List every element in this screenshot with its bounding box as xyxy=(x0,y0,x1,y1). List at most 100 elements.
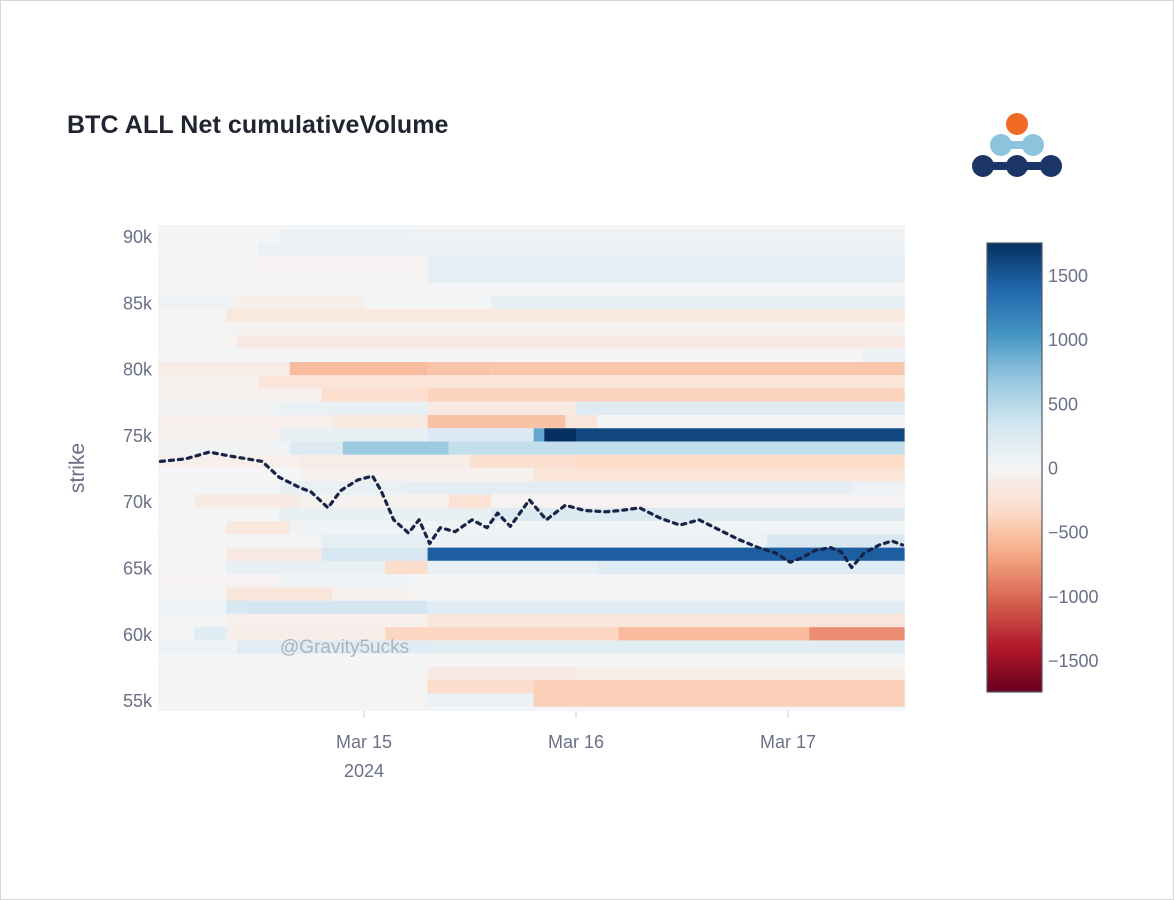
heatmap-cell xyxy=(321,388,428,402)
heatmap-cell xyxy=(427,255,905,270)
heatmap-cell xyxy=(226,587,333,601)
heatmap-cell xyxy=(544,428,576,442)
heatmap-cell xyxy=(406,481,852,495)
colorbar-tick-label: −1500 xyxy=(1048,651,1099,671)
colorbar-gradient xyxy=(986,242,1043,693)
heatmap-cell xyxy=(158,375,258,389)
heatmap-cell xyxy=(533,693,905,707)
price-line-path xyxy=(158,450,905,570)
heatmap-cell xyxy=(158,269,428,283)
heatmap-cell xyxy=(158,361,290,376)
heatmap-cell xyxy=(158,507,280,522)
heatmap-cell xyxy=(300,454,470,469)
heatmap-cell xyxy=(158,521,227,535)
heatmap-cell xyxy=(226,560,386,575)
heatmap-cell xyxy=(565,415,598,429)
heatmap-cell xyxy=(158,560,227,575)
heatmap-cell xyxy=(427,680,534,694)
heatmap-cell xyxy=(332,415,428,429)
heatmap-cell xyxy=(427,613,905,628)
heatmap-cell xyxy=(226,627,386,641)
colorbar-tick-label: −500 xyxy=(1048,523,1089,543)
heatmap-cell xyxy=(279,229,407,243)
heatmap-cell xyxy=(158,454,301,469)
heatmap-cell xyxy=(279,507,492,522)
heatmap-cell xyxy=(862,348,905,362)
heatmap-cell xyxy=(618,627,810,641)
heatmap-cell xyxy=(406,229,905,243)
y-tick-label: 60k xyxy=(123,625,153,645)
heatmap-cell xyxy=(809,627,905,641)
heatmap-cell xyxy=(158,255,258,270)
heatmap-cell xyxy=(226,600,248,614)
heatmap-cell xyxy=(158,600,227,614)
colorbar-tick-label: 0 xyxy=(1048,459,1058,479)
colorbar: 1500 1000 500 0 −500 −1000 −1500 xyxy=(986,242,1099,693)
heatmap-cell xyxy=(766,534,905,548)
heatmap-cell xyxy=(576,428,905,442)
heatmap-cell xyxy=(158,282,905,296)
heatmap-cell xyxy=(533,468,905,482)
heatmap-cell xyxy=(427,415,566,429)
heatmap-cell xyxy=(258,242,407,256)
heatmap-cell xyxy=(158,574,280,588)
heatmap-cell xyxy=(158,428,280,442)
heatmap-cell xyxy=(427,693,534,707)
heatmap-cell xyxy=(158,388,322,402)
heatmap-cell xyxy=(321,547,428,561)
heatmap-cell xyxy=(364,295,492,309)
heatmap-cell xyxy=(300,494,449,508)
heatmap-cell xyxy=(385,560,428,575)
y-tick-label: 80k xyxy=(123,360,153,380)
heatmap-cell xyxy=(158,640,237,654)
chart-title: BTC ALL Net cumulativeVolume xyxy=(67,111,449,139)
heatmap-cell xyxy=(289,361,428,376)
x-tick-label: Mar 16 xyxy=(548,732,604,752)
heatmap-cell xyxy=(158,613,227,628)
heatmap-cell xyxy=(332,587,407,601)
heatmap-cell xyxy=(226,521,290,535)
heatmap-cell xyxy=(597,415,905,429)
heatmap-cell xyxy=(427,388,905,402)
heatmap-cell xyxy=(258,255,428,270)
heatmap-cell xyxy=(158,494,195,508)
heatmap-cell xyxy=(427,640,905,654)
heatmap-cell xyxy=(406,574,905,588)
heatmap-cell xyxy=(158,693,428,707)
colorbar-tick-label: −1000 xyxy=(1048,587,1099,607)
heatmap-cell xyxy=(158,468,301,482)
x-tick-label: Mar 17 xyxy=(760,732,816,752)
heatmap-cell xyxy=(158,415,333,429)
colorbar-tick-label: 1000 xyxy=(1048,330,1088,350)
y-tick-label: 75k xyxy=(123,426,153,446)
heatmap-cell xyxy=(300,468,534,482)
heatmap-cell xyxy=(158,441,290,455)
heatmap-cell xyxy=(158,680,428,694)
heatmap-cell xyxy=(158,229,280,243)
heatmap-cell xyxy=(448,494,492,508)
heatmap-cell xyxy=(279,574,407,588)
heatmap-cell xyxy=(158,295,237,309)
price-line xyxy=(158,450,905,570)
heatmap-cell xyxy=(427,361,492,376)
heatmap-cells xyxy=(158,229,905,707)
heatmap-cell xyxy=(427,534,767,548)
heatmap-cell xyxy=(427,428,534,442)
heatmap-cell xyxy=(289,441,343,455)
heatmap-cell xyxy=(427,269,905,283)
heatmap-cell xyxy=(236,640,428,654)
x-axis: Mar 15 2024 Mar 16 Mar 17 xyxy=(336,711,816,781)
x-tick-sublabel: 2024 xyxy=(344,761,384,781)
heatmap-cell xyxy=(158,401,280,416)
heatmap-cell xyxy=(158,335,237,349)
heatmap-cell xyxy=(158,666,428,681)
heatmap-cell xyxy=(226,613,428,628)
heatmap-cell xyxy=(158,587,227,601)
y-tick-label: 65k xyxy=(123,559,153,579)
y-tick-label: 90k xyxy=(123,227,153,247)
logo-bottom-wave xyxy=(972,155,1062,177)
heatmap-cell xyxy=(258,375,905,389)
heatmap-cell xyxy=(491,361,905,376)
heatmap-cell xyxy=(194,494,301,508)
